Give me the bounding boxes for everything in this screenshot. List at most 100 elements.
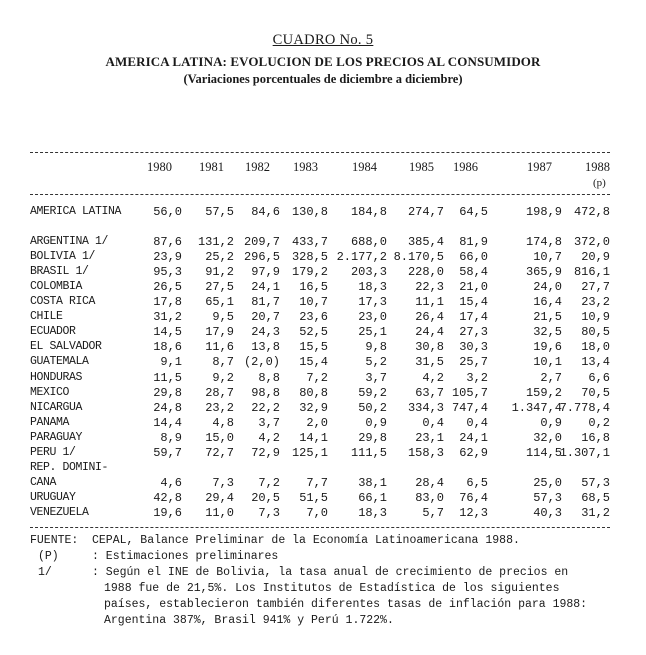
cell: 17,9 xyxy=(205,325,234,340)
cell: 24,0 xyxy=(533,280,562,295)
cell: 365,9 xyxy=(525,265,562,280)
cell: 21,0 xyxy=(459,280,488,295)
cell: 0,2 xyxy=(588,415,610,430)
cell: 11,5 xyxy=(153,370,182,385)
bottom-rule xyxy=(30,527,610,528)
cell: 26,4 xyxy=(415,310,444,325)
cell: 198,9 xyxy=(525,205,562,219)
footnote-1-line: Argentina 387%, Brasil 941% y Perú 1.722… xyxy=(104,614,394,627)
cell: 174,8 xyxy=(525,235,562,249)
cell: 80,5 xyxy=(581,325,610,340)
cell: 372,0 xyxy=(573,235,610,249)
cell: 81,7 xyxy=(251,295,280,310)
cell: 66,0 xyxy=(459,250,488,265)
cell: 7,2 xyxy=(258,475,280,490)
cell: 32,5 xyxy=(533,325,562,340)
cell: 209,7 xyxy=(243,235,280,249)
source-text: CEPAL, Balance Preliminar de la Economía… xyxy=(92,534,520,547)
cell: 111,5 xyxy=(350,445,387,460)
cell: 7,3 xyxy=(212,475,234,490)
cell: 95,3 xyxy=(153,265,182,280)
cell: 2.177,2 xyxy=(336,250,387,265)
cell: 72,7 xyxy=(205,445,234,460)
table-number: CUADRO No. 5 xyxy=(272,32,374,48)
table-row: BOLIVIA 1/23,9 25,2 296,5 328,5 2.177,2 8.170… xyxy=(30,250,610,265)
table-row: BRASIL 1/95,3 91,2 97,9 179,2 203,3 228,0 58,4… xyxy=(30,265,610,280)
table-row: HONDURAS 11,5 9,2 8,8 7,2 3,7 4,2 3,2 2,7 6,6 xyxy=(30,371,610,386)
cell: 11,0 xyxy=(205,505,234,520)
row-label: NICARGUA xyxy=(30,400,83,414)
cell: 105,7 xyxy=(451,385,488,400)
cell: 6,6 xyxy=(588,370,610,385)
col-header-1986: 1986 xyxy=(453,160,478,174)
summary-row: AMERICA LATINA 56,0 57,5 84,6 130,8 184,… xyxy=(30,205,610,220)
cell: 62,9 xyxy=(459,445,488,460)
cell: 130,8 xyxy=(291,205,328,219)
cell: 8,8 xyxy=(258,370,280,385)
cell: 688,0 xyxy=(350,235,387,249)
top-rule xyxy=(30,152,610,153)
table-row: MEXICO 29,8 28,7 98,8 80,8 59,2 63,7 105,7 159,2… xyxy=(30,386,610,401)
row-label: REP. DOMINI- xyxy=(30,460,109,474)
cell: 23,9 xyxy=(153,250,182,265)
cell: 20,5 xyxy=(251,490,280,505)
cell: 50,2 xyxy=(358,400,387,415)
cell: 29,8 xyxy=(358,430,387,445)
cell: 27,7 xyxy=(581,280,610,295)
cell: 15,4 xyxy=(459,295,488,310)
row-label: COLOMBIA xyxy=(30,280,83,294)
cell: 4,8 xyxy=(212,415,234,430)
table-row: VENEZUELA 19,6 11,0 7,3 7,0 18,3 5,7 12,3 40,3 31… xyxy=(30,506,610,521)
cell: 4,6 xyxy=(160,475,182,490)
row-label: PARAGUAY xyxy=(30,430,83,444)
cell: 20,9 xyxy=(581,250,610,265)
cell: 7,2 xyxy=(306,370,328,385)
cell: 9,5 xyxy=(212,310,234,325)
table-row: URUGUAY 42,8 29,4 20,5 51,5 66,1 83,0 76,4 57,3 6… xyxy=(30,491,610,506)
row-label: HONDURAS xyxy=(30,370,83,384)
cell: (2,0) xyxy=(243,355,280,370)
cell: 31,2 xyxy=(153,310,182,325)
cell: 72,9 xyxy=(251,445,280,460)
cell: 274,7 xyxy=(407,205,444,219)
cell: 11,1 xyxy=(415,295,444,310)
cell: 228,0 xyxy=(407,265,444,280)
cell: 0,9 xyxy=(540,415,562,430)
footnote-1-key: 1/ xyxy=(38,566,52,579)
cell: 42,8 xyxy=(153,490,182,505)
row-label: EL SALVADOR xyxy=(30,340,102,354)
cell: 52,5 xyxy=(299,325,328,340)
cell: 16,4 xyxy=(533,295,562,310)
table-row: NICARGUA 24,8 23,2 22,2 32,9 50,2 334,3 747,4 1.… xyxy=(30,401,610,416)
cell: 32,0 xyxy=(533,430,562,445)
table-row: REP. DOMINI- xyxy=(30,461,610,476)
row-label: AMERICA LATINA xyxy=(30,205,122,218)
row-label: URUGUAY xyxy=(30,490,76,504)
row-label: BOLIVIA 1/ xyxy=(30,250,96,264)
cell: 1.307,1 xyxy=(559,445,610,460)
cell: 24,1 xyxy=(459,430,488,445)
cell: 10,9 xyxy=(581,310,610,325)
row-label: CHILE xyxy=(30,310,63,324)
cell: 4,2 xyxy=(422,370,444,385)
cell: 28,7 xyxy=(205,385,234,400)
cell: 22,2 xyxy=(251,400,280,415)
cell: 0,9 xyxy=(365,415,387,430)
cell: 84,6 xyxy=(251,205,280,219)
preliminary-key: (P) xyxy=(38,550,59,563)
footnote-1-line: : Según el INE de Bolivia, la tasa anual… xyxy=(92,566,569,579)
cell: 2,7 xyxy=(540,370,562,385)
cell: 76,4 xyxy=(459,490,488,505)
cell: 24,1 xyxy=(251,280,280,295)
row-label: CANA xyxy=(30,475,57,489)
row-label: PERU 1/ xyxy=(30,445,76,459)
cell: 2,0 xyxy=(306,415,328,430)
table-row: COSTA RICA 17,8 65,1 81,7 10,7 17,3 11,1 15,4 16… xyxy=(30,295,610,310)
table-row: COLOMBIA 26,5 27,5 24,1 16,5 18,3 22,3 21,0 24,0… xyxy=(30,280,610,295)
cell: 19,6 xyxy=(153,505,182,520)
cell: 7,0 xyxy=(306,505,328,520)
cell: 56,0 xyxy=(153,205,182,219)
cell: 13,8 xyxy=(251,340,280,355)
cell: 19,6 xyxy=(533,340,562,355)
